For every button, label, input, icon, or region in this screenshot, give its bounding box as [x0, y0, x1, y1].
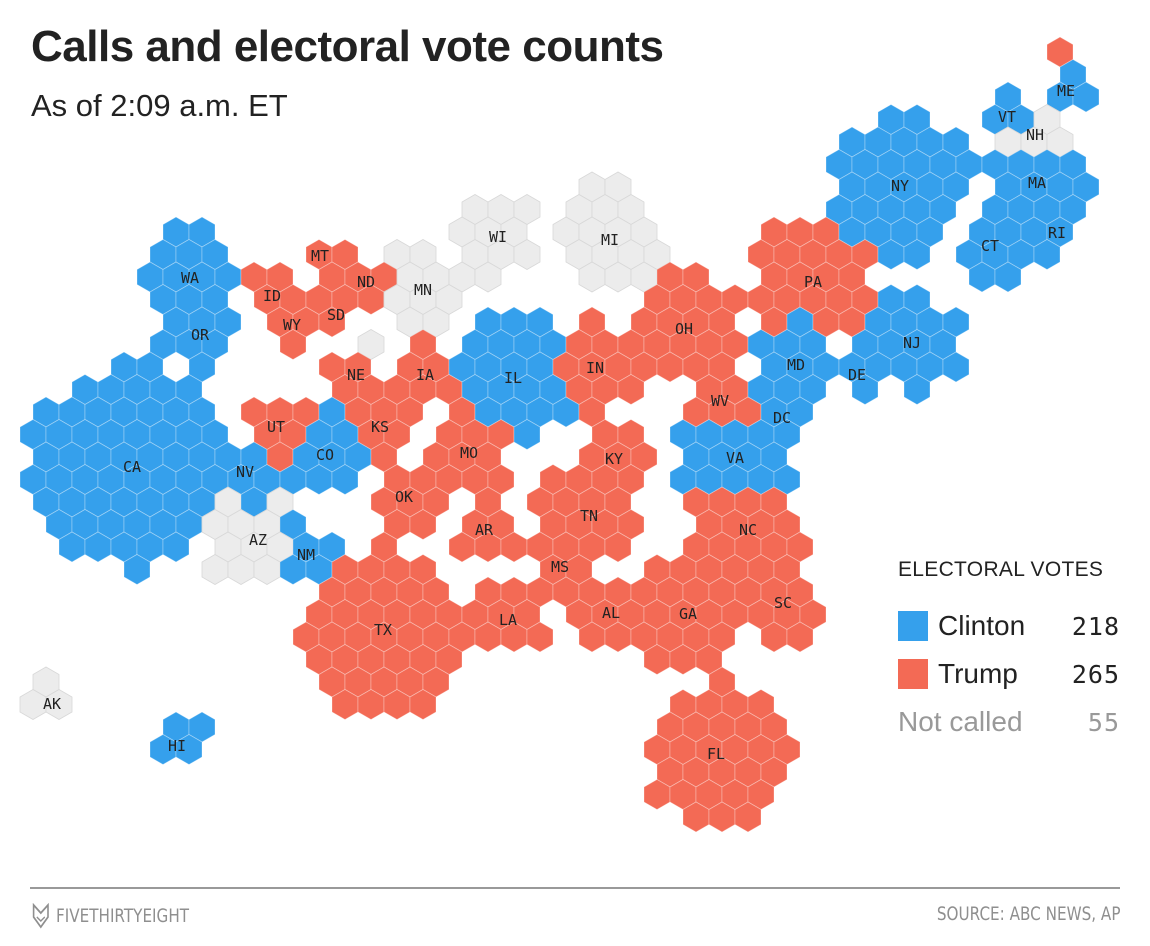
legend-label: Trump: [938, 658, 1018, 689]
state-label-me: ME: [1057, 82, 1075, 100]
legend-value: 218: [1071, 611, 1120, 641]
state-label-wi: WI: [489, 228, 507, 246]
state-label-in: IN: [586, 359, 604, 377]
state-label-nc: NC: [739, 521, 757, 539]
state-label-ne: NE: [347, 366, 365, 384]
state-label-nm: NM: [297, 546, 315, 564]
state-label-ri: RI: [1048, 224, 1066, 242]
state-label-or: OR: [191, 326, 210, 344]
state-label-ut: UT: [267, 418, 285, 436]
state-label-wy: WY: [283, 316, 301, 334]
hex-ri: [1033, 239, 1061, 270]
state-label-nj: NJ: [903, 334, 921, 352]
hex-il: [513, 419, 541, 450]
state-label-ky: KY: [605, 450, 623, 468]
state-label-ar: AR: [475, 521, 494, 539]
state-label-wa: WA: [181, 269, 199, 287]
clinton-swatch: [898, 611, 928, 641]
legend-value: 55: [1087, 707, 1120, 737]
hex-ak: [45, 689, 73, 720]
brand-name: FIVETHIRTYEIGHT: [56, 905, 190, 927]
chart-subtitle: As of 2:09 a.m. ET: [31, 88, 288, 123]
trump-swatch: [898, 659, 928, 689]
hex-fl: [734, 801, 762, 833]
hex-la: [526, 621, 554, 653]
state-label-ga: GA: [679, 605, 697, 623]
state-label-nh: NH: [1026, 126, 1044, 144]
hex-ca: [162, 531, 190, 563]
hex-in: [617, 374, 645, 405]
state-label-hi: HI: [168, 737, 186, 755]
state-label-wv: WV: [711, 392, 729, 410]
state-label-co: CO: [316, 446, 334, 464]
state-label-sd: SD: [327, 306, 345, 324]
fox-logo-icon: [32, 903, 49, 929]
legend-item-clinton: Clinton 218: [898, 602, 1120, 650]
state-label-il: IL: [504, 369, 522, 387]
state-label-dc: DC: [773, 409, 791, 427]
hex-me: [1072, 81, 1100, 113]
state-label-nv: NV: [236, 463, 254, 481]
legend-heading: ELECTORAL VOTES: [898, 558, 1104, 581]
state-label-az: AZ: [249, 531, 267, 549]
state-label-sc: SC: [774, 594, 792, 612]
state-label-ca: CA: [123, 458, 141, 476]
state-label-md: MD: [787, 356, 805, 374]
hex-ny: [903, 239, 931, 270]
state-label-al: AL: [602, 604, 620, 622]
state-label-ok: OK: [395, 488, 413, 506]
hex-co: [331, 464, 359, 495]
legend-label: Clinton: [938, 610, 1026, 641]
hex-sd: [318, 306, 346, 338]
hex-nj: [942, 351, 970, 383]
hex-wi: [474, 261, 502, 293]
state-label-ks: KS: [371, 418, 389, 436]
state-label-mt: MT: [311, 247, 329, 265]
hex-ca: [123, 554, 151, 585]
hex-hi: [175, 734, 203, 765]
state-label-mi: MI: [601, 231, 619, 249]
state-label-ct: CT: [981, 237, 999, 255]
hex-de: [851, 374, 879, 405]
hex-ok: [409, 509, 437, 540]
state-label-ia: IA: [416, 366, 434, 384]
state-label-de: DE: [848, 366, 866, 384]
state-label-oh: OH: [675, 320, 693, 338]
hex-sc: [786, 621, 814, 653]
hex-wy: [279, 329, 307, 360]
legend-item-trump: Trump 265: [898, 650, 1120, 698]
source-note: SOURCE: ABC NEWS, AP: [936, 903, 1120, 925]
state-label-id: ID: [263, 287, 281, 305]
legend-item-not-called: Not called 55: [898, 698, 1120, 746]
state-label-pa: PA: [804, 273, 822, 291]
state-label-ms: MS: [551, 558, 569, 576]
state-label-ma: MA: [1028, 174, 1046, 192]
state-label-ak: AK: [43, 695, 61, 713]
state-label-ny: NY: [891, 177, 909, 195]
legend: ELECTORAL VOTES Clinton 218 Trump 265 No…: [898, 558, 1120, 746]
state-label-la: LA: [499, 611, 517, 629]
legend-label: Not called: [898, 706, 1023, 737]
hex-tx: [409, 689, 437, 720]
hex-ct: [994, 261, 1022, 293]
state-label-fl: FL: [707, 745, 725, 763]
hex-wi: [513, 239, 541, 270]
hex-nj: [903, 374, 931, 405]
state-label-va: VA: [726, 449, 744, 467]
state-label-mn: MN: [414, 281, 432, 299]
state-label-mo: MO: [460, 444, 478, 462]
chart-title: Calls and electoral vote counts: [31, 22, 664, 71]
footer-divider: [30, 887, 1120, 889]
state-label-tx: TX: [374, 621, 392, 639]
legend-value: 265: [1071, 659, 1120, 689]
state-label-vt: VT: [998, 108, 1016, 126]
state-label-tn: TN: [580, 507, 598, 525]
brand: FIVETHIRTYEIGHT: [32, 903, 189, 929]
state-label-nd: ND: [357, 273, 375, 291]
hex-tn: [604, 531, 632, 563]
